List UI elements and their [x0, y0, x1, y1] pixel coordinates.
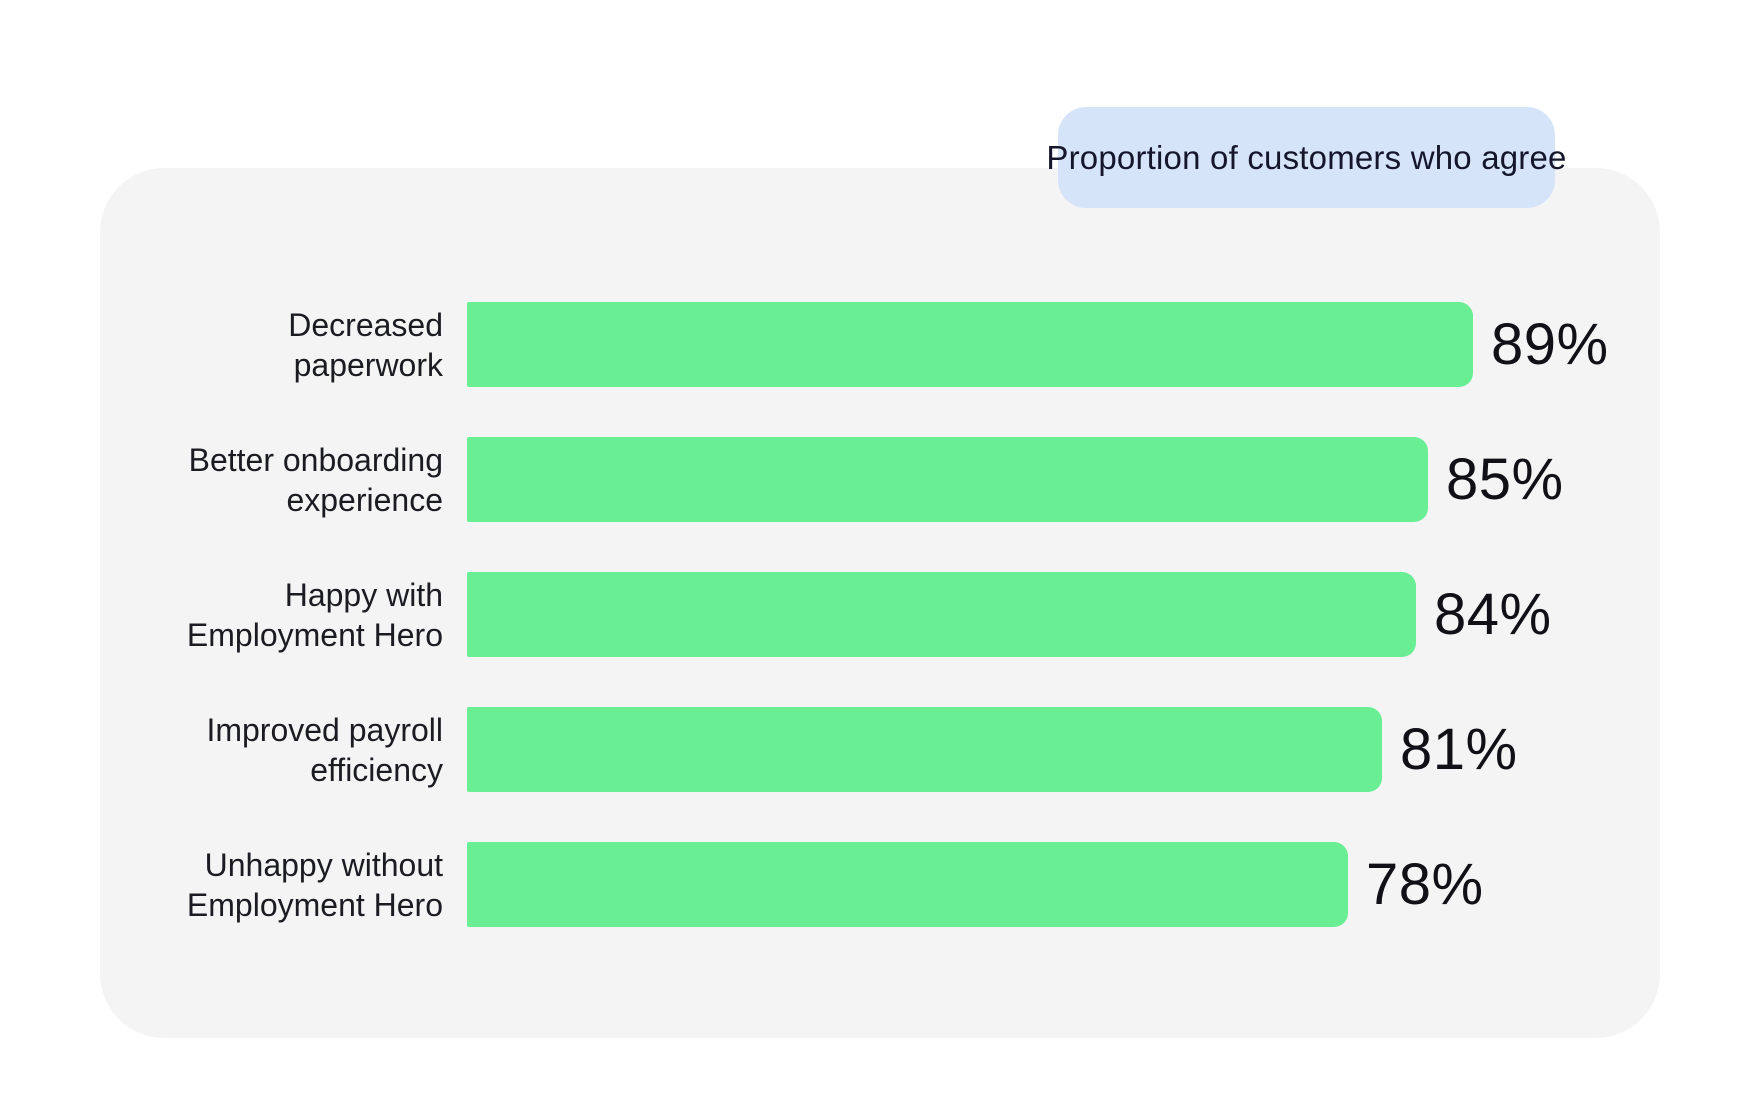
category-label: Decreased paperwork — [288, 306, 443, 383]
bar — [467, 302, 1473, 387]
bar — [467, 842, 1348, 927]
category-label: Happy with Employment Hero — [186, 576, 443, 653]
category-label: Improved payroll efficiency — [206, 711, 443, 788]
chart-row: Happy with Employment Hero 84% — [140, 572, 1609, 657]
bar — [467, 437, 1428, 522]
bar — [467, 572, 1416, 657]
value-label: 89% — [1491, 312, 1609, 377]
chart-row: Better onboarding experience 85% — [140, 437, 1609, 522]
bar — [467, 707, 1382, 792]
bar-area: 84% — [467, 572, 1552, 657]
value-label: 81% — [1400, 717, 1518, 782]
value-label: 85% — [1446, 447, 1564, 512]
chart-title-badge: Proportion of customers who agree — [1046, 107, 1566, 208]
chart-row: Decreased paperwork 89% — [140, 302, 1609, 387]
category-label: Better onboarding experience — [188, 441, 443, 518]
value-label: 78% — [1366, 852, 1484, 917]
bar-area: 89% — [467, 302, 1609, 387]
chart-title: Proportion of customers who agree — [1046, 138, 1567, 176]
category-label: Unhappy without Employment Hero — [186, 846, 443, 923]
bar-area: 85% — [467, 437, 1564, 522]
value-label: 84% — [1434, 582, 1552, 647]
bar-chart: Decreased paperwork 89% Better onboardin… — [140, 302, 1609, 927]
bar-area: 78% — [467, 842, 1484, 927]
chart-row: Improved payroll efficiency 81% — [140, 707, 1609, 792]
bar-area: 81% — [467, 707, 1518, 792]
chart-row: Unhappy without Employment Hero 78% — [140, 842, 1609, 927]
